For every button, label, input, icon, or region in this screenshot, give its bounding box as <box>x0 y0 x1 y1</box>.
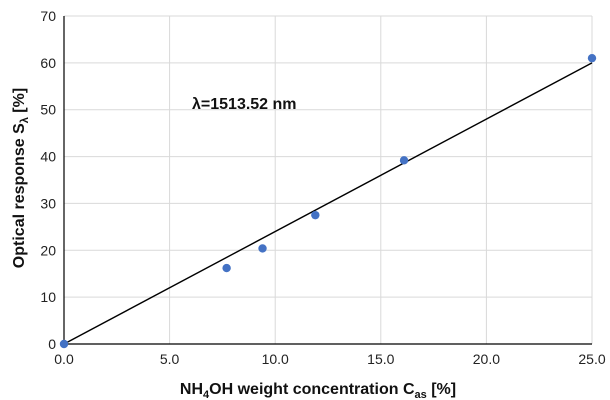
x-axis-title: NH4OH weight concentration Cas [%] <box>180 381 456 400</box>
x-tick-label: 5.0 <box>160 351 180 367</box>
y-tick-label: 50 <box>40 102 56 118</box>
grid-lines <box>63 15 593 345</box>
y-tick-label: 60 <box>40 55 56 71</box>
y-tick-label: 70 <box>40 8 56 24</box>
data-points <box>59 53 597 349</box>
data-point <box>222 263 231 273</box>
fit-line <box>63 62 593 345</box>
y-tick-label: 30 <box>40 195 56 211</box>
data-point <box>311 210 320 220</box>
wavelength-annotation: λ=1513.52 nm <box>192 96 297 113</box>
x-tick-label: 20.0 <box>473 351 500 367</box>
data-point <box>587 53 597 63</box>
data-point <box>59 339 69 349</box>
y-tick-label: 10 <box>40 289 56 305</box>
x-tick-label: 10.0 <box>262 351 289 367</box>
x-tick-label: 25.0 <box>578 351 605 367</box>
y-axis-title: Optical response Sλ [%] <box>11 88 31 268</box>
y-tick-label: 40 <box>40 149 56 165</box>
x-tick-label: 15.0 <box>367 351 394 367</box>
tick-labels: 0.0 5.0 10.0 15.0 20.0 25.0 0 10 20 30 40 50 60 70 <box>40 8 605 367</box>
x-tick-label: 0.0 <box>54 351 74 367</box>
data-point <box>258 244 267 253</box>
axes <box>63 16 592 345</box>
data-point <box>399 156 409 165</box>
y-tick-label: 0 <box>48 336 56 352</box>
fit-line-layer <box>63 62 593 345</box>
y-tick-label: 20 <box>40 242 56 258</box>
